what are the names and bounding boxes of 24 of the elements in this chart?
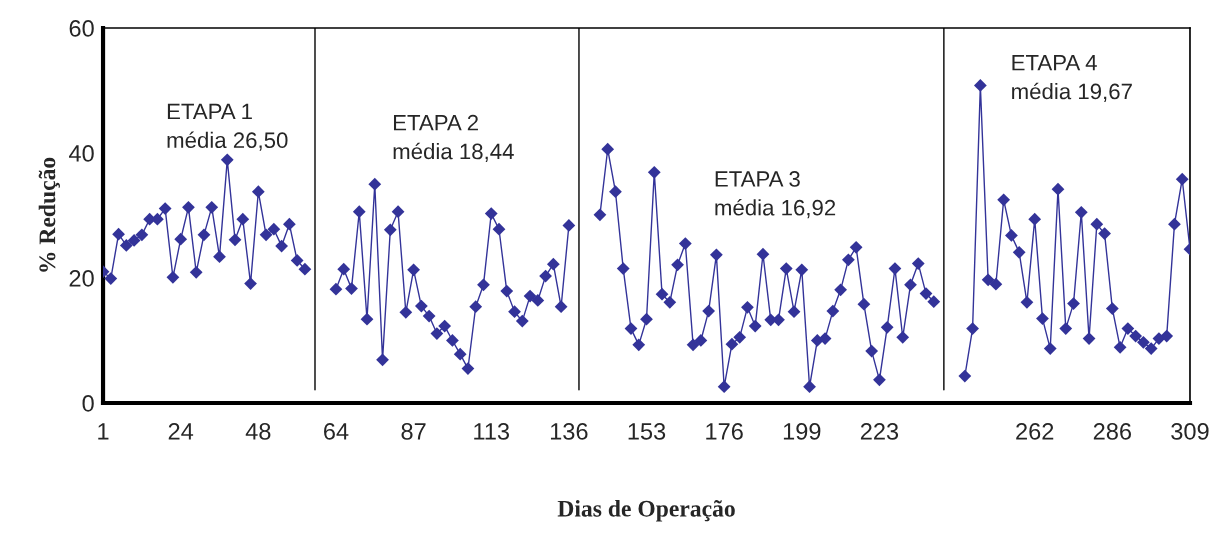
- y-tick-label: 40: [68, 145, 94, 162]
- x-axis-title: Dias de Operação: [557, 499, 735, 522]
- x-tick-label: 64: [324, 423, 349, 440]
- y-tick-label: 20: [69, 270, 94, 287]
- x-tick-label: 24: [168, 423, 194, 440]
- x-tick-label: 113: [474, 423, 510, 440]
- y-tick-label: 60: [69, 20, 94, 37]
- x-tick-label: 48: [245, 423, 271, 440]
- x-tick-label: 153: [628, 423, 666, 440]
- annotation: ETAPA 4 média 19,67: [1012, 55, 1132, 102]
- annotation: ETAPA 3 média 16,92: [715, 171, 836, 219]
- y-axis-title: % Redução: [38, 157, 60, 272]
- x-tick-label: 262: [1016, 423, 1054, 440]
- x-tick-label: 176: [706, 423, 743, 440]
- y-tick-label: 0: [82, 395, 94, 412]
- x-tick-label: 1: [98, 423, 109, 440]
- x-tick-label: 286: [1093, 423, 1132, 440]
- x-tick-label: 87: [401, 423, 426, 440]
- x-tick-label: 223: [860, 423, 899, 440]
- annotation: ETAPA 1 média 26,50: [167, 103, 288, 151]
- x-tick-label: 136: [550, 423, 588, 440]
- x-tick-label: 199: [783, 423, 821, 440]
- annotation: ETAPA 2 média 18,44: [393, 114, 514, 162]
- x-tick-label: 309: [1171, 423, 1209, 440]
